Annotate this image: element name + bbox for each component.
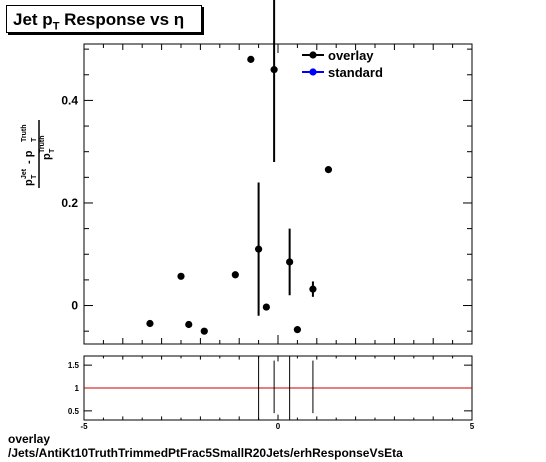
chart-title: Jet pT Response vs η — [6, 5, 202, 33]
overlay-data-point — [286, 258, 294, 266]
y-label-den-truth: Truth — [39, 136, 46, 154]
ratio-x-tick-label: 0 — [276, 422, 281, 431]
y-label-den-t: T — [49, 148, 56, 153]
overlay-data-point — [185, 320, 193, 329]
y-label-num-p2: - p — [23, 150, 35, 164]
main-plot-frame — [83, 43, 473, 345]
legend-label: overlay — [328, 48, 374, 63]
overlay-data-point — [270, 66, 278, 74]
overlay-data-point — [324, 166, 333, 174]
y-label-num-p1: p — [23, 179, 35, 186]
overlay-data-point — [231, 271, 239, 279]
main-y-tick-label: 0 — [71, 299, 78, 313]
overlay-data-point — [309, 285, 317, 293]
ratio-x-tick-label: -5 — [80, 422, 88, 431]
legend-marker — [309, 68, 317, 76]
main-y-tick-label: 0.2 — [61, 196, 78, 210]
legend-marker — [309, 51, 317, 59]
y-label-num-jet: Jet — [21, 168, 28, 179]
footer-overlay-label: overlay — [8, 432, 51, 446]
ratio-y-tick-label: 1 — [75, 384, 80, 393]
overlay-data-point — [293, 326, 301, 334]
y-label-num-t1: T — [31, 174, 38, 179]
ratio-x-tick-label: 5 — [470, 422, 475, 431]
overlay-data-point — [177, 272, 185, 280]
ratio-y-tick-label: 1.5 — [68, 361, 80, 370]
ratio-y-tick-label: 0.5 — [68, 407, 80, 416]
overlay-data-point — [262, 303, 270, 311]
y-label-den-p: p — [41, 153, 53, 160]
overlay-data-point — [200, 327, 208, 335]
footer-histogram-path: /Jets/AntiKt10TruthTrimmedPtFrac5SmallR2… — [8, 446, 403, 460]
overlay-data-point — [146, 319, 154, 328]
y-label-num-truth: Truth — [21, 125, 28, 143]
overlay-data-point — [247, 55, 255, 63]
main-y-tick-label: 0.4 — [61, 93, 78, 107]
overlay-data-point — [255, 245, 263, 253]
legend-label: standard — [328, 65, 383, 80]
y-label-num-t2: T — [31, 137, 38, 142]
